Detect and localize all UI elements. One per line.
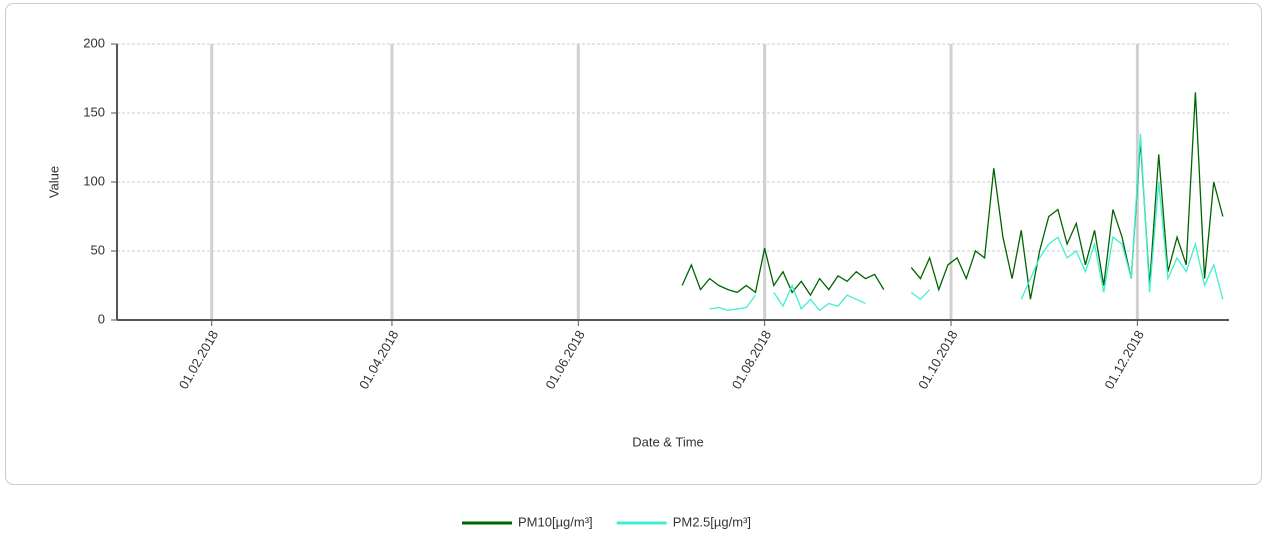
legend-label: PM2.5[µg/m³] bbox=[673, 514, 751, 529]
series-line bbox=[681, 92, 1224, 300]
chart-frame bbox=[5, 3, 1262, 485]
y-tick-label: 200 bbox=[83, 35, 105, 50]
legend-label: PM10[µg/m³] bbox=[518, 514, 593, 529]
y-axis-label: Value bbox=[46, 166, 61, 198]
y-tick-label: 150 bbox=[83, 104, 105, 119]
y-tick-label: 50 bbox=[91, 242, 105, 257]
x-axis-label: Date & Time bbox=[632, 434, 704, 449]
y-tick-label: 0 bbox=[98, 311, 105, 326]
series-line bbox=[709, 133, 1224, 312]
y-tick-label: 100 bbox=[83, 173, 105, 188]
